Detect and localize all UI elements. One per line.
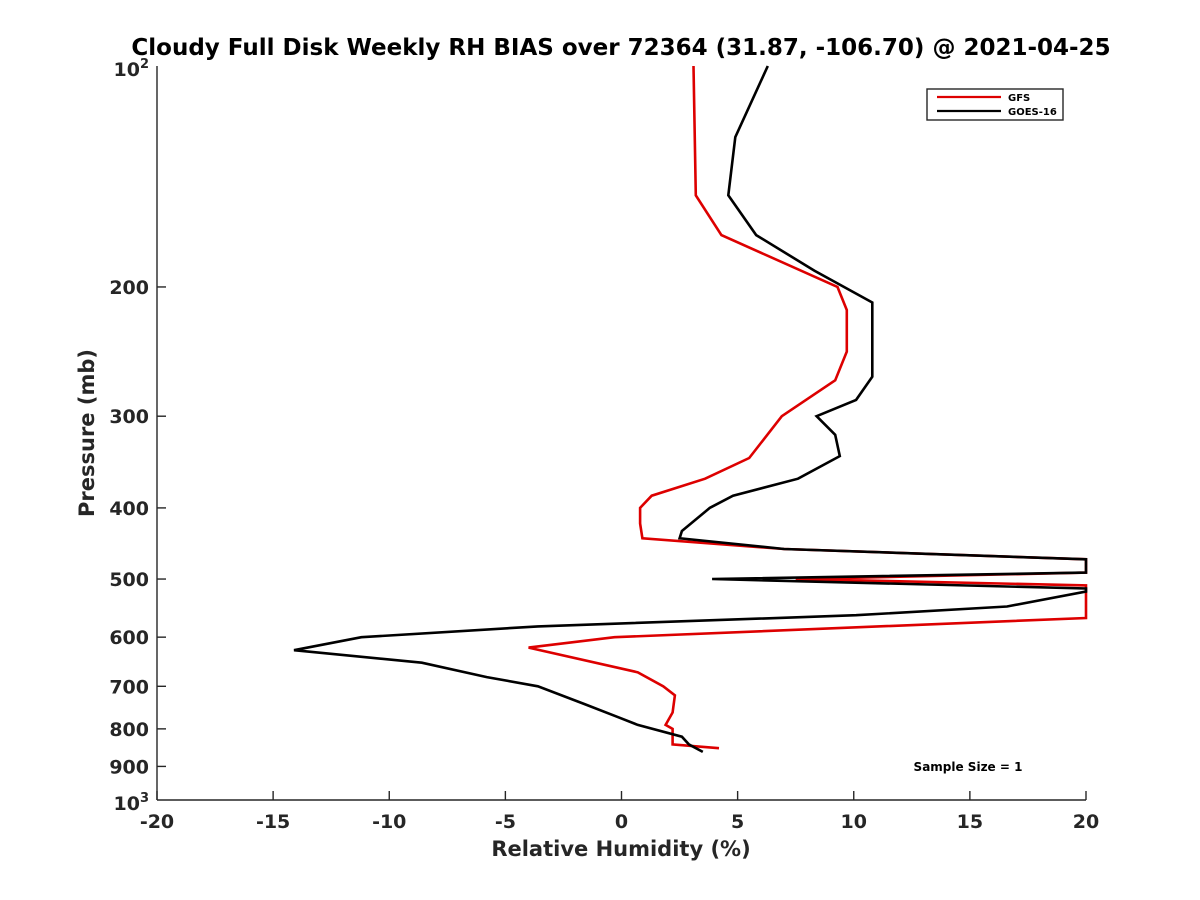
x-tick-label: 10 (841, 811, 867, 833)
legend[interactable]: GFS GOES-16 (926, 88, 1064, 121)
y-tick-label: 400 (109, 498, 149, 520)
sample-size-annotation: Sample Size = 1 (914, 760, 1023, 774)
x-tick-label: -10 (372, 811, 406, 833)
series-layer (293, 65, 1088, 754)
y-tick-label: 200 (109, 277, 149, 299)
legend-box (926, 88, 1064, 121)
y-ticks: 200 300 400 500 600 700 800 900 (109, 277, 166, 778)
series-line-goes-16 (293, 65, 1088, 754)
x-tick-label: 20 (1073, 811, 1099, 833)
y-bottom-end-label: 103 (114, 791, 150, 815)
plot-area: -20 -15 -10 -5 0 5 10 15 20 200 300 400 500 600 700 80… (109, 65, 1099, 833)
y-tick-label: 800 (109, 719, 149, 741)
x-ticks: -20 -15 -10 -5 0 5 10 15 20 (140, 791, 1099, 833)
chart-title: Cloudy Full Disk Weekly RH BIAS over 723… (131, 35, 1110, 61)
x-tick-label: 5 (731, 811, 744, 833)
y-top-end-label: 102 (114, 57, 150, 81)
x-tick-label: 0 (615, 811, 628, 833)
x-tick-label: -20 (140, 811, 174, 833)
y-tick-label: 300 (109, 406, 149, 428)
x-tick-label: 15 (957, 811, 983, 833)
legend-label-goes-16: GOES-16 (1008, 107, 1057, 118)
x-tick-label: -5 (495, 811, 516, 833)
series-line-gfs (528, 65, 1088, 750)
y-tick-label: 600 (109, 627, 149, 649)
y-tick-label: 900 (109, 756, 149, 778)
legend-label-gfs: GFS (1008, 93, 1030, 104)
y-tick-label: 700 (109, 676, 149, 698)
x-axis-label: Relative Humidity (%) (491, 837, 750, 861)
y-axis-label: Pressure (mb) (75, 349, 99, 517)
x-tick-label: -15 (256, 811, 290, 833)
y-tick-label: 500 (109, 569, 149, 591)
